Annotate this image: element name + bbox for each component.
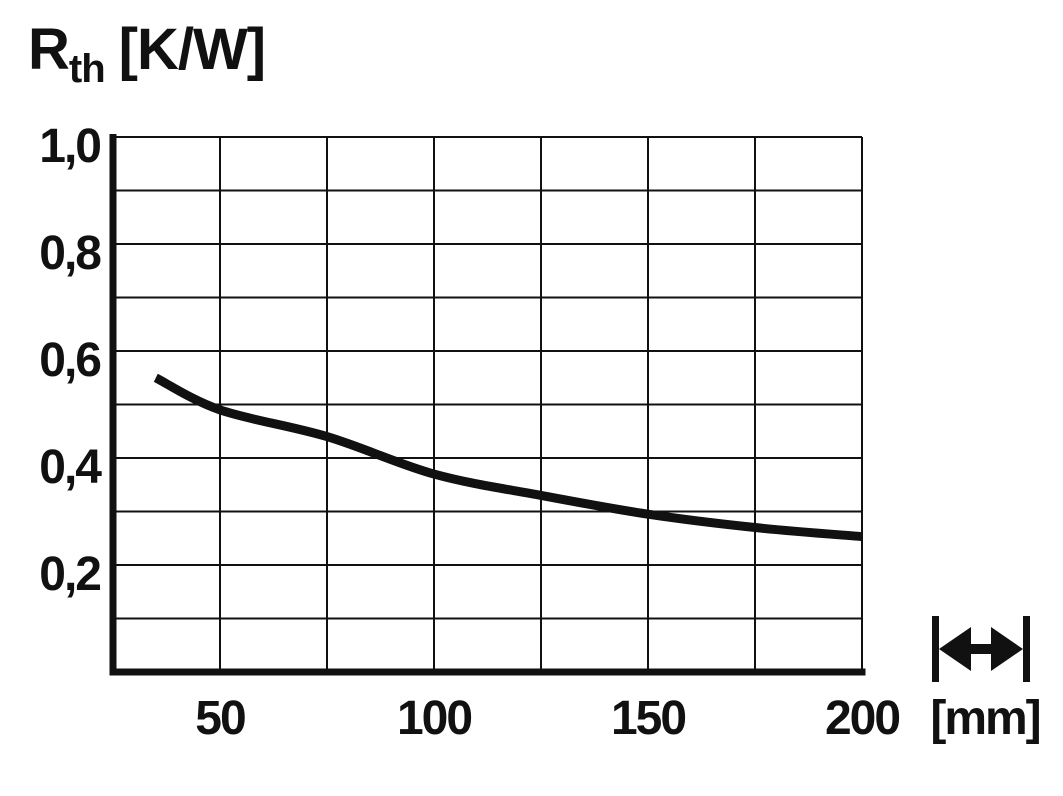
y-axis-title: Rth [K/W] — [28, 17, 266, 91]
y-tick-label: 0,4 — [39, 441, 102, 494]
y-tick-label: 0,2 — [39, 548, 102, 601]
x-tick-label: 200 — [824, 692, 901, 745]
length-dimension-arrow-icon — [932, 616, 1030, 682]
y-tick-label: 1,0 — [39, 120, 102, 173]
y-axis-units: [K/W] — [118, 17, 266, 82]
y-tick-label: 0,6 — [39, 334, 102, 387]
y-tick-label: 0,8 — [39, 227, 102, 280]
x-tick-label: 150 — [610, 692, 687, 745]
y-axis-quantity-subscript: th — [68, 46, 106, 91]
y-axis-quantity: R — [28, 17, 70, 82]
x-axis-unit-label: [mm] — [930, 692, 1041, 745]
x-tick-label: 50 — [195, 692, 246, 745]
rth-curve — [153, 373, 863, 542]
x-tick-label: 100 — [396, 692, 473, 745]
